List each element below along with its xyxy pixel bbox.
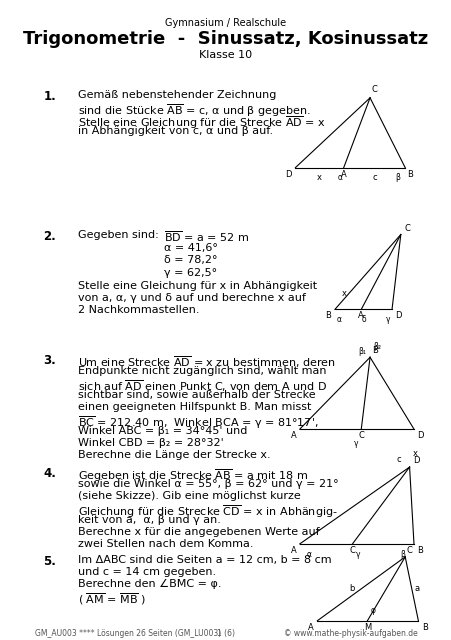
Text: x: x	[316, 173, 322, 182]
Text: B: B	[325, 312, 331, 321]
Text: C: C	[404, 223, 410, 232]
Text: α = 41,6°: α = 41,6°	[163, 243, 217, 253]
Text: © www.mathe-physik-aufgaben.de: © www.mathe-physik-aufgaben.de	[283, 628, 417, 637]
Text: sich auf $\overline{\mathrm{AD}}$ einen Punkt C, von dem A und D: sich auf $\overline{\mathrm{AD}}$ einen …	[78, 378, 327, 394]
Text: δ = 78,2°: δ = 78,2°	[163, 255, 216, 266]
Text: und c = 14 cm gegeben.: und c = 14 cm gegeben.	[78, 567, 216, 577]
Text: in Abhängigkeit von c, α und β auf.: in Abhängigkeit von c, α und β auf.	[78, 125, 273, 136]
Text: B: B	[407, 170, 413, 179]
Text: Stelle eine Gleichung für x in Abhängigkeit: Stelle eine Gleichung für x in Abhängigk…	[78, 282, 317, 291]
Text: C: C	[406, 546, 412, 555]
Text: Gemäß nebenstehender Zeichnung: Gemäß nebenstehender Zeichnung	[78, 90, 276, 100]
Text: γ: γ	[355, 550, 360, 559]
Text: δ: δ	[361, 316, 365, 324]
Text: keit von a,  α, β und γ an.: keit von a, α, β und γ an.	[78, 515, 221, 525]
Text: von a, α, γ und δ auf und berechne x auf: von a, α, γ und δ auf und berechne x auf	[78, 293, 306, 303]
Text: (siehe Skizze). Gib eine möglichst kurze: (siehe Skizze). Gib eine möglichst kurze	[78, 491, 300, 501]
Text: φ: φ	[370, 606, 375, 615]
Text: C: C	[358, 431, 364, 440]
Text: x: x	[412, 449, 417, 458]
Text: Winkel ABC = β₁ = 34°45' und: Winkel ABC = β₁ = 34°45' und	[78, 426, 247, 436]
Text: β₂: β₂	[373, 342, 381, 351]
Text: Endpunkte nicht zugänglich sind, wählt man: Endpunkte nicht zugänglich sind, wählt m…	[78, 366, 326, 376]
Text: A: A	[290, 431, 295, 440]
Text: x: x	[341, 289, 346, 298]
Text: D: D	[412, 456, 419, 465]
Text: a: a	[414, 584, 419, 593]
Text: c: c	[371, 173, 376, 182]
Text: c: c	[396, 455, 400, 464]
Text: 5.: 5.	[43, 555, 56, 568]
Text: D: D	[417, 431, 423, 440]
Text: $\overline{\mathrm{BC}}$ = 212.40 m,  Winkel BCA = γ = 81°17',: $\overline{\mathrm{BC}}$ = 212.40 m, Win…	[78, 414, 318, 431]
Text: ( $\overline{\mathrm{AM}}$ = $\overline{\mathrm{MB}}$ ): ( $\overline{\mathrm{AM}}$ = $\overline{…	[78, 591, 146, 607]
Text: C: C	[349, 546, 354, 555]
Text: Im ΔABC sind die Seiten a = 12 cm, b = 8 cm: Im ΔABC sind die Seiten a = 12 cm, b = 8…	[78, 555, 331, 565]
Text: GM_AU003 **** Lösungen 26 Seiten (GM_LU003): GM_AU003 **** Lösungen 26 Seiten (GM_LU0…	[34, 628, 220, 637]
Text: D: D	[285, 170, 291, 179]
Text: sind die Stücke $\overline{\mathrm{AB}}$ = c, α und β gegeben.: sind die Stücke $\overline{\mathrm{AB}}$…	[78, 102, 310, 118]
Text: α: α	[336, 316, 341, 324]
Text: Berechne die Länge der Strecke x.: Berechne die Länge der Strecke x.	[78, 450, 271, 460]
Text: Gegeben sind:: Gegeben sind:	[78, 230, 159, 239]
Text: Stelle eine Gleichung für die Strecke $\overline{\mathrm{AD}}$ = x: Stelle eine Gleichung für die Strecke $\…	[78, 114, 326, 131]
Text: Berechne den ∠BMC = φ.: Berechne den ∠BMC = φ.	[78, 579, 221, 589]
Text: sowie die Winkel α = 55°, β = 62° und γ = 21°: sowie die Winkel α = 55°, β = 62° und γ …	[78, 479, 338, 489]
Text: γ: γ	[353, 439, 358, 448]
Text: Um eine Strecke $\overline{\mathrm{AD}}$ = x zu bestimmen, deren: Um eine Strecke $\overline{\mathrm{AD}}$…	[78, 355, 336, 370]
Text: 1.: 1.	[43, 90, 56, 103]
Text: Gymnasium / Realschule: Gymnasium / Realschule	[165, 18, 286, 28]
Text: β: β	[400, 550, 404, 559]
Text: A: A	[290, 546, 295, 555]
Text: A: A	[308, 623, 313, 632]
Text: γ: γ	[386, 316, 390, 324]
Text: 1 (6): 1 (6)	[216, 628, 235, 637]
Text: M: M	[363, 623, 370, 632]
Text: $\overline{\mathrm{BD}}$ = a = 52 m: $\overline{\mathrm{BD}}$ = a = 52 m	[163, 230, 249, 244]
Text: B: B	[417, 546, 423, 555]
Text: 2.: 2.	[43, 230, 56, 243]
Text: 2 Nachkommastellen.: 2 Nachkommastellen.	[78, 305, 199, 316]
Text: A: A	[340, 170, 346, 179]
Text: B: B	[371, 346, 377, 355]
Text: einen geeigneten Hilfspunkt B. Man misst: einen geeigneten Hilfspunkt B. Man misst	[78, 402, 311, 412]
Text: sichtbar sind, sowie außerhalb der Strecke: sichtbar sind, sowie außerhalb der Strec…	[78, 390, 315, 400]
Text: A: A	[358, 312, 364, 321]
Text: zwei Stellen nach dem Komma.: zwei Stellen nach dem Komma.	[78, 539, 253, 549]
Text: Winkel CBD = β₂ = 28°32': Winkel CBD = β₂ = 28°32'	[78, 438, 224, 448]
Text: Gegeben ist die Strecke $\overline{\mathrm{AB}}$ = a mit 18 m: Gegeben ist die Strecke $\overline{\math…	[78, 467, 308, 484]
Text: D: D	[395, 312, 401, 321]
Text: γ = 62,5°: γ = 62,5°	[163, 268, 216, 278]
Text: C: C	[371, 85, 377, 94]
Text: 4.: 4.	[43, 467, 56, 480]
Text: Trigonometrie  -  Sinussatz, Kosinussatz: Trigonometrie - Sinussatz, Kosinussatz	[23, 30, 428, 48]
Text: Klasse 10: Klasse 10	[199, 50, 252, 60]
Text: β₁: β₁	[357, 348, 365, 356]
Text: Berechne x für die angegebenen Werte auf: Berechne x für die angegebenen Werte auf	[78, 527, 319, 537]
Text: B: B	[421, 623, 427, 632]
Text: Gleichung für die Strecke $\overline{\mathrm{CD}}$ = x in Abhängig-: Gleichung für die Strecke $\overline{\ma…	[78, 503, 337, 520]
Text: α: α	[337, 173, 342, 182]
Text: α: α	[306, 550, 311, 559]
Text: 3.: 3.	[43, 355, 56, 367]
Text: b: b	[348, 584, 354, 593]
Text: β: β	[395, 173, 400, 182]
